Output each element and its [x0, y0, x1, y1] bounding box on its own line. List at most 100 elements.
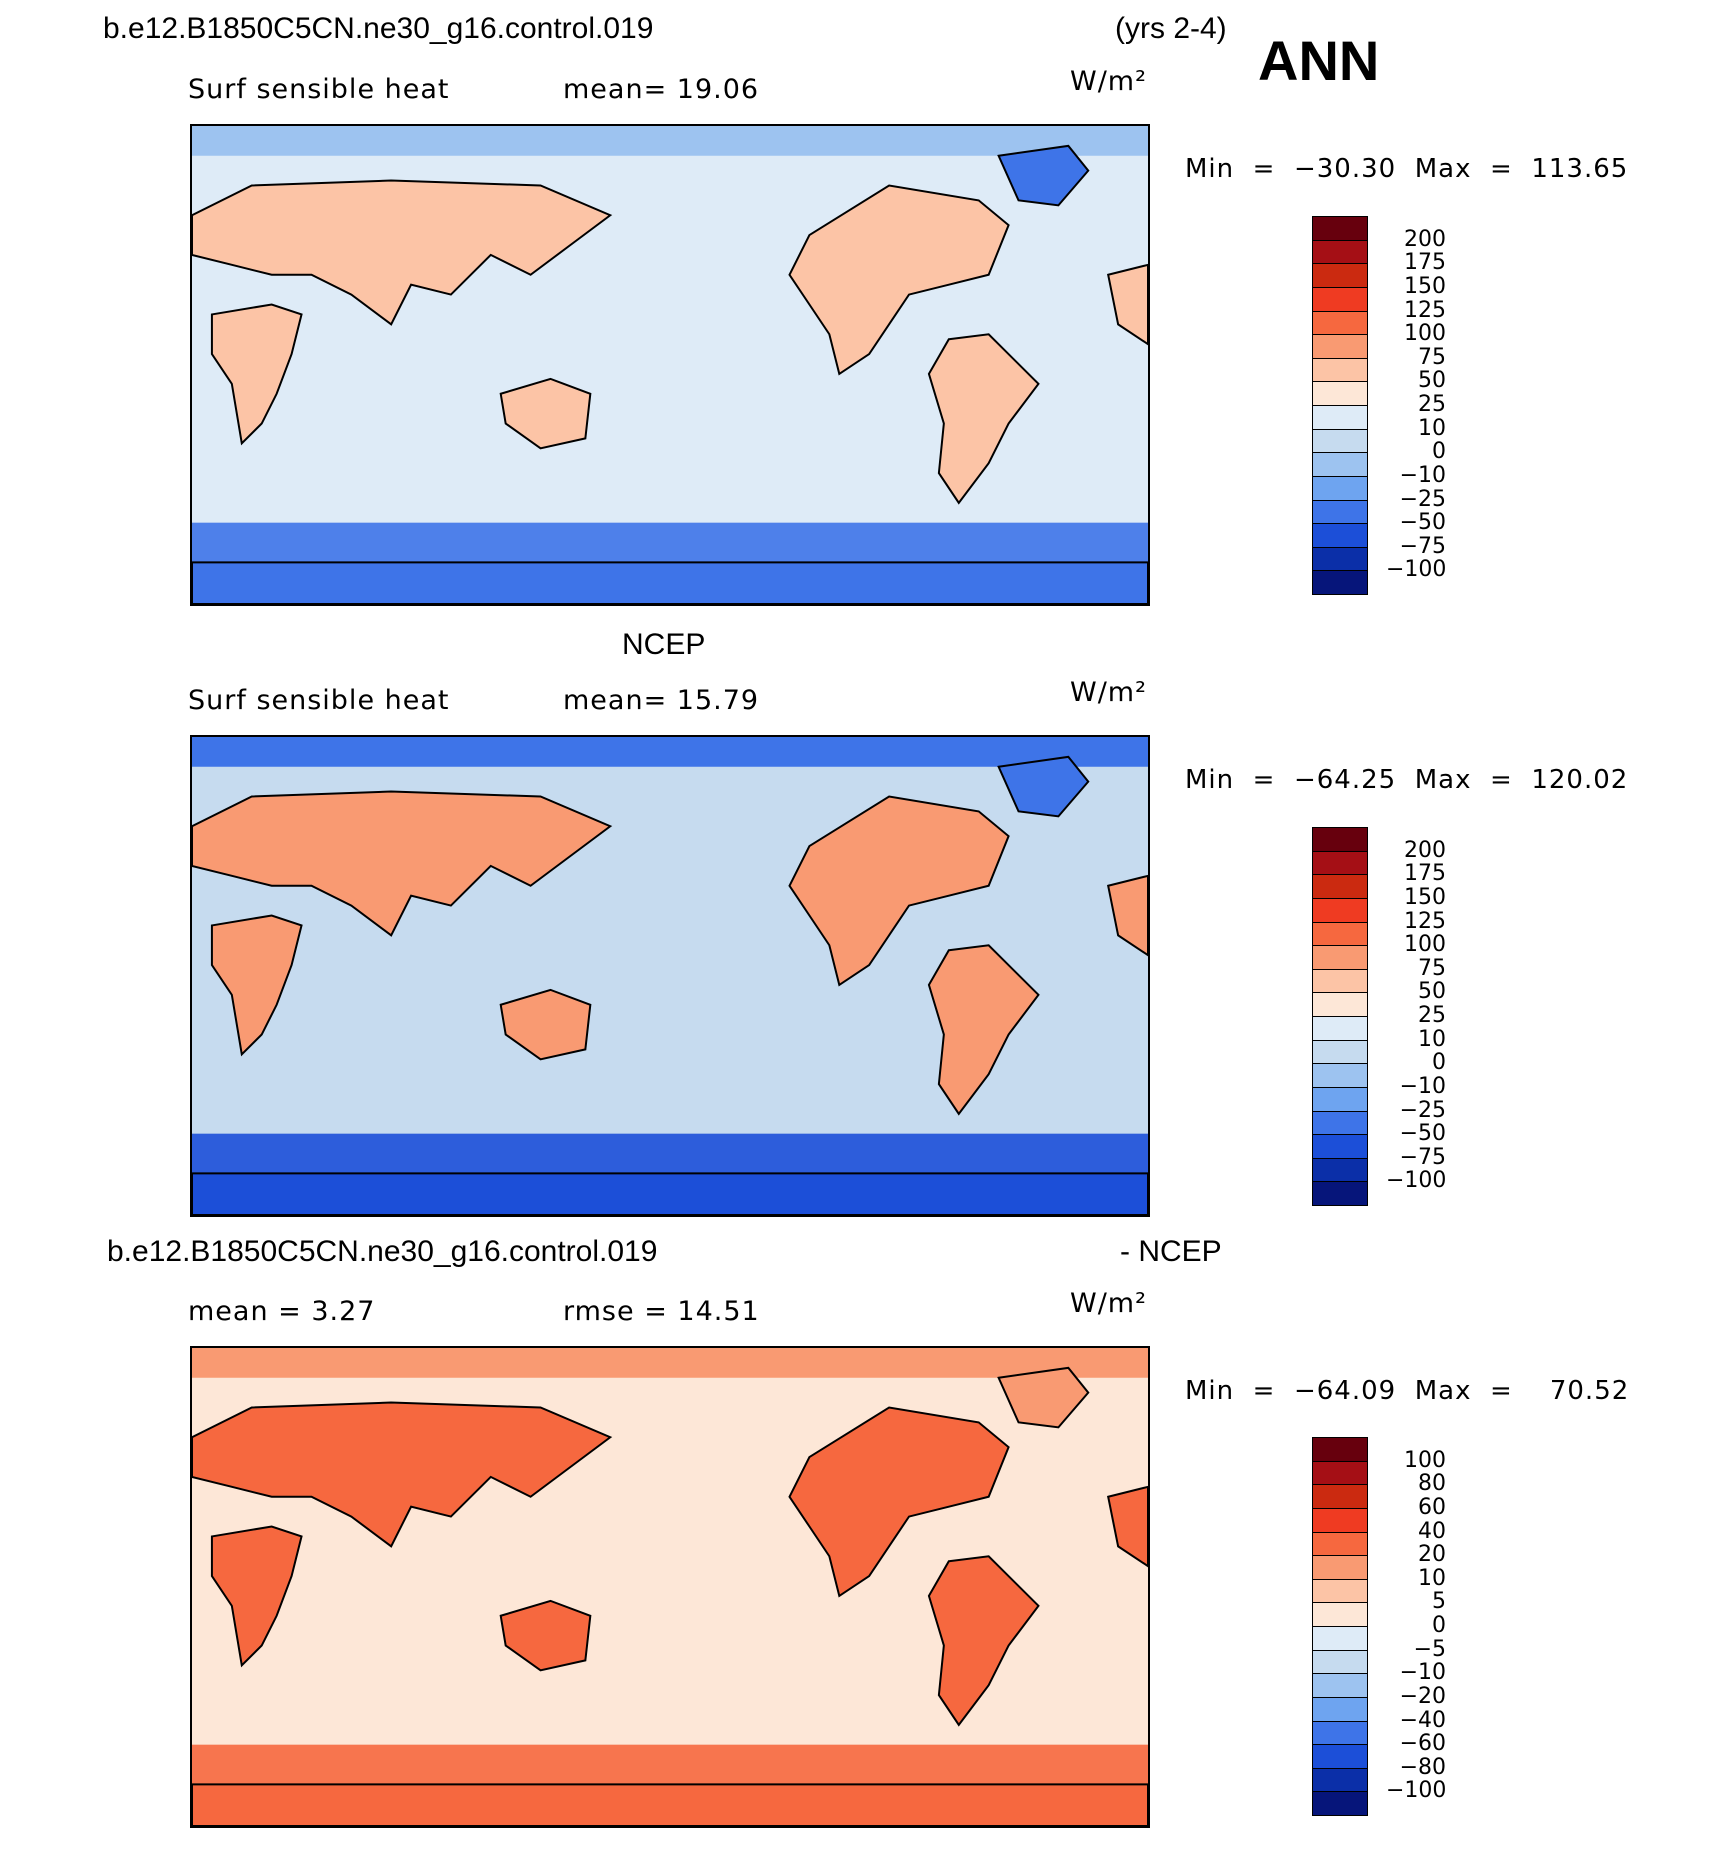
- colorbar-label: −25: [1399, 1097, 1446, 1123]
- colorbar-label: −20: [1399, 1683, 1446, 1709]
- colorbar-label: 0: [1432, 439, 1446, 465]
- colorbar-label: 50: [1418, 368, 1446, 394]
- colorbar-swatch: [1312, 286, 1368, 312]
- colorbar-label: 150: [1404, 884, 1446, 910]
- north-america-coastline: [788, 184, 1010, 376]
- colorbar-swatch: [1312, 310, 1368, 336]
- mean-label: mean = 3.27: [188, 1296, 376, 1327]
- south-america-west-coastline: [1107, 1485, 1148, 1568]
- antarctica-coastline: [192, 1783, 1148, 1826]
- colorbar-swatch: [1312, 570, 1368, 595]
- colorbar-label: −50: [1399, 510, 1446, 536]
- colorbar-swatch: [1312, 499, 1368, 525]
- season-label: ANN: [1258, 29, 1380, 92]
- africa-coastline: [210, 303, 303, 446]
- colorbar-label: 125: [1404, 297, 1446, 323]
- colorbar-label: 10: [1418, 415, 1446, 441]
- colorbar-label: −5: [1413, 1636, 1446, 1662]
- north-america-coastline: [788, 795, 1010, 987]
- greenland-coastline: [997, 144, 1090, 207]
- map-plot: [190, 735, 1150, 1217]
- colorbar-label: 175: [1404, 250, 1446, 276]
- colorbar-swatch: [1312, 1507, 1368, 1533]
- colorbar-swatch: [1312, 1767, 1368, 1793]
- south-america-coastline: [927, 944, 1040, 1116]
- greenland-coastline: [997, 755, 1090, 818]
- colorbar-label: 100: [1404, 932, 1446, 958]
- australia-coastline: [499, 1599, 592, 1672]
- mean-label: mean= 19.06: [563, 74, 760, 105]
- south-america-west-coastline: [1107, 263, 1148, 346]
- colorbar-swatch: [1312, 1134, 1368, 1159]
- antarctica-coastline: [192, 561, 1148, 604]
- greenland-coastline: [997, 1366, 1090, 1429]
- colorbar-label: −100: [1386, 1778, 1447, 1804]
- units-label: W/m²: [1070, 1288, 1147, 1319]
- colorbar-swatch: [1312, 1110, 1368, 1136]
- mean-label: mean= 15.79: [563, 685, 760, 716]
- colorbar-label: −75: [1399, 1144, 1446, 1170]
- colorbar-swatch: [1312, 1157, 1368, 1183]
- colorbar-label: −10: [1399, 1660, 1446, 1686]
- south-america-coastline: [927, 333, 1040, 505]
- colorbar-swatch: [1312, 921, 1368, 947]
- australia-coastline: [499, 988, 592, 1061]
- eurasia-coastline: [192, 790, 613, 937]
- colorbar-swatch: [1312, 1626, 1368, 1651]
- colorbar-swatch: [1312, 1181, 1368, 1206]
- colorbar-swatch: [1312, 1720, 1368, 1746]
- colorbar-label: −10: [1399, 1073, 1446, 1099]
- colorbar-swatch: [1312, 992, 1368, 1017]
- colorbar-swatch: [1312, 968, 1368, 994]
- colorbar-label: 25: [1418, 392, 1446, 417]
- colorbar-swatch: [1312, 1437, 1368, 1462]
- map-svg: [192, 737, 1148, 1215]
- case-title: b.e12.B1850C5CN.ne30_g16.control.019: [103, 12, 654, 45]
- colorbar-swatch: [1312, 1791, 1368, 1816]
- colorbar-swatch: [1312, 827, 1368, 852]
- colorbar-swatch: [1312, 1578, 1368, 1604]
- colorbar-label: 25: [1418, 1003, 1446, 1028]
- panel-title: NCEP: [622, 628, 706, 661]
- colorbar-label: 0: [1432, 1050, 1446, 1076]
- australia-coastline: [499, 377, 592, 450]
- colorbar-label: −75: [1399, 533, 1446, 559]
- colorbar-swatch: [1312, 452, 1368, 477]
- colorbar-swatch: [1312, 1555, 1368, 1580]
- colorbar-swatch: [1312, 523, 1368, 548]
- arctic-band: [192, 1348, 1148, 1378]
- colorbar-label: 200: [1404, 837, 1446, 863]
- colorbar-swatch: [1312, 1460, 1368, 1486]
- colorbar-label: 200: [1404, 226, 1446, 252]
- colorbar-swatch: [1312, 1744, 1368, 1769]
- minmax-label: Min = −64.25 Max = 120.02: [1185, 765, 1629, 795]
- colorbar-swatch: [1312, 405, 1368, 430]
- colorbar-swatch: [1312, 428, 1368, 454]
- colorbar-label: 75: [1418, 955, 1446, 981]
- colorbar-swatch: [1312, 475, 1368, 501]
- colorbar-label: 100: [1404, 1447, 1446, 1473]
- colorbar-swatch: [1312, 216, 1368, 241]
- colorbar-swatch: [1312, 1063, 1368, 1088]
- colorbar-label: −40: [1399, 1707, 1446, 1733]
- colorbar-label: −100: [1386, 557, 1447, 583]
- colorbar-swatch: [1312, 1086, 1368, 1112]
- colorbar-label: 0: [1432, 1613, 1446, 1638]
- colorbar-label: 100: [1404, 321, 1446, 347]
- colorbar-label: 75: [1418, 344, 1446, 370]
- colorbar-swatch: [1312, 1531, 1368, 1557]
- map-svg: [192, 1348, 1148, 1826]
- colorbar-label: 10: [1418, 1565, 1446, 1591]
- years-label: (yrs 2-4): [1115, 12, 1227, 45]
- north-america-coastline: [788, 1406, 1010, 1598]
- minmax-label: Min = −30.30 Max = 113.65: [1185, 154, 1629, 184]
- south-america-west-coastline: [1107, 874, 1148, 957]
- colorbar-label: 60: [1418, 1494, 1446, 1520]
- colorbar-swatch: [1312, 239, 1368, 265]
- map-svg: [192, 126, 1148, 604]
- colorbar-swatch: [1312, 1484, 1368, 1509]
- variable-label: Surf sensible heat: [188, 685, 450, 716]
- units-label: W/m²: [1070, 677, 1147, 708]
- colorbar-label: 125: [1404, 908, 1446, 934]
- colorbar-swatch: [1312, 850, 1368, 876]
